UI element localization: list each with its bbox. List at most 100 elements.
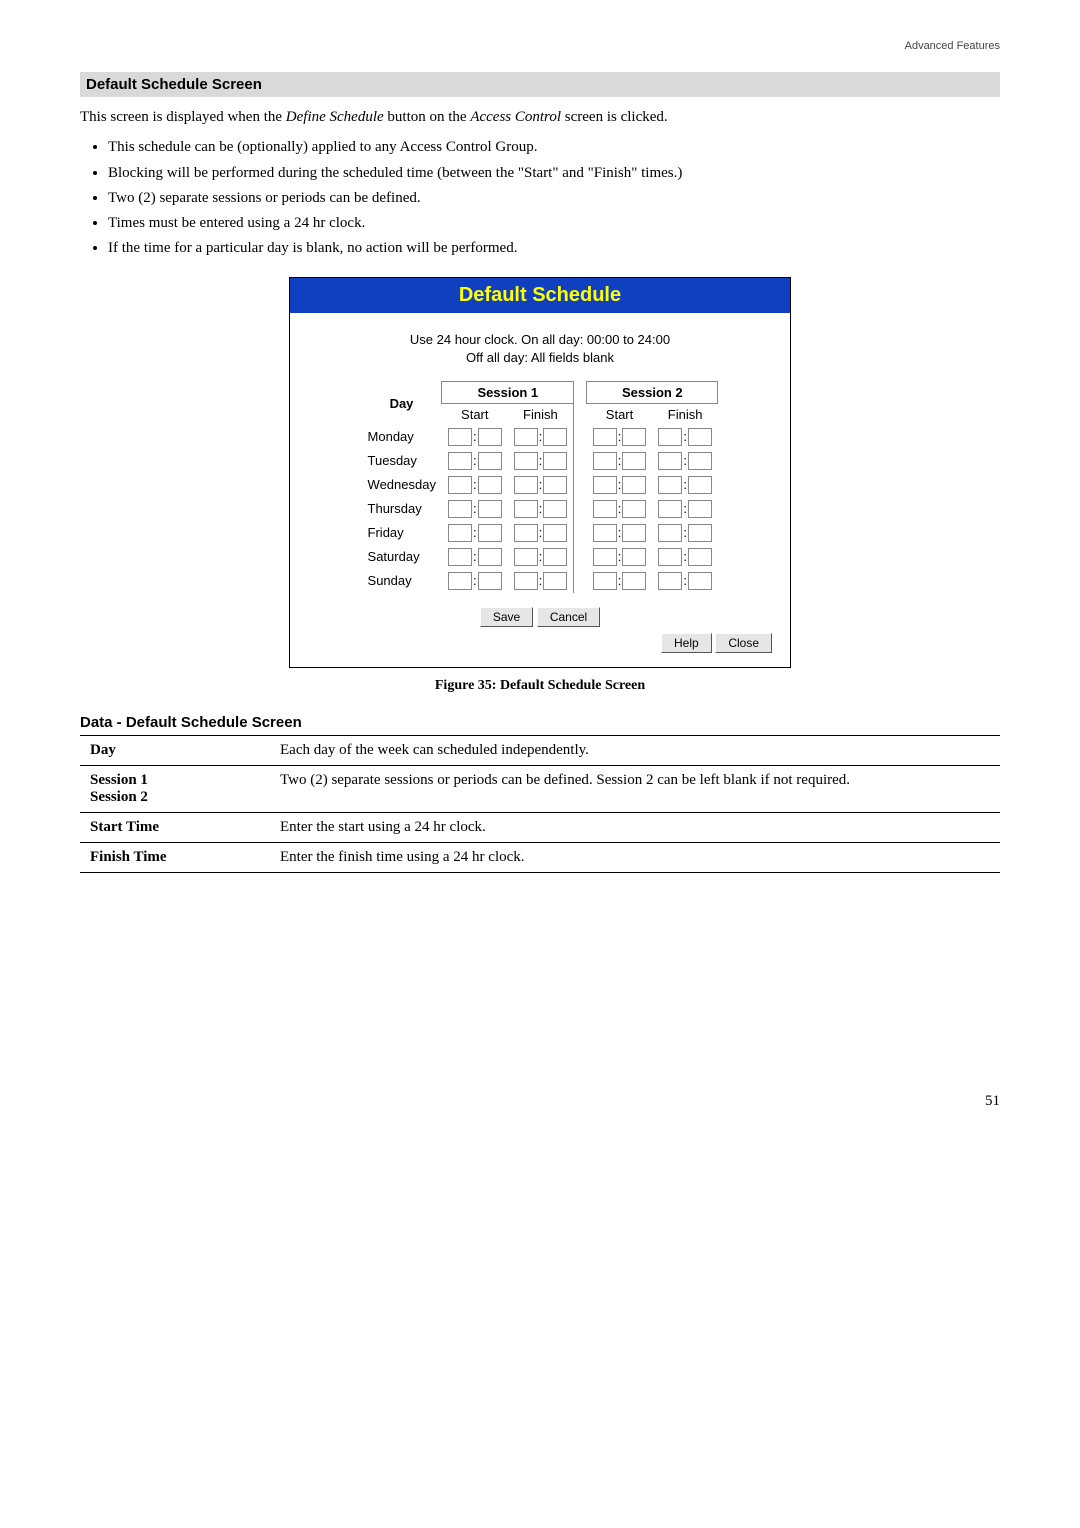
time-input[interactable] [514, 452, 538, 470]
time-input[interactable] [622, 476, 646, 494]
close-button[interactable]: Close [715, 633, 772, 653]
time-input[interactable] [448, 500, 472, 518]
time-input[interactable] [593, 548, 617, 566]
session-divider [574, 473, 587, 497]
time-input[interactable] [448, 548, 472, 566]
day-cell: Tuesday [362, 449, 442, 473]
time-input[interactable] [688, 428, 712, 446]
time-input[interactable] [478, 524, 502, 542]
colon: : [539, 573, 543, 588]
time-input[interactable] [448, 572, 472, 590]
table-row: Tuesday : : : : [362, 449, 718, 473]
time-input[interactable] [622, 452, 646, 470]
time-input[interactable] [593, 500, 617, 518]
time-input[interactable] [448, 452, 472, 470]
day-cell: Saturday [362, 545, 442, 569]
time-input[interactable] [593, 572, 617, 590]
time-input[interactable] [478, 572, 502, 590]
time-input[interactable] [622, 548, 646, 566]
colon: : [473, 477, 477, 492]
session2-header: Session 2 [587, 381, 718, 403]
session-divider [574, 497, 587, 521]
time-input[interactable] [593, 476, 617, 494]
time-input[interactable] [688, 452, 712, 470]
time-cell: : [587, 521, 653, 545]
session1-header: Session 1 [442, 381, 574, 403]
time-cell: : [442, 449, 508, 473]
time-cell: : [442, 497, 508, 521]
time-input[interactable] [514, 524, 538, 542]
time-input[interactable] [543, 428, 567, 446]
time-input[interactable] [658, 548, 682, 566]
row-label: Start Time [80, 812, 270, 842]
colon: : [683, 525, 687, 540]
time-input[interactable] [593, 452, 617, 470]
time-input[interactable] [658, 572, 682, 590]
time-cell: : [442, 473, 508, 497]
time-input[interactable] [593, 524, 617, 542]
time-input[interactable] [688, 524, 712, 542]
bullet-item: If the time for a particular day is blan… [108, 238, 1000, 258]
bullet-item: Two (2) separate sessions or periods can… [108, 188, 1000, 208]
time-input[interactable] [514, 548, 538, 566]
table-row: Start Time Enter the start using a 24 hr… [80, 812, 1000, 842]
time-input[interactable] [514, 428, 538, 446]
time-input[interactable] [514, 476, 538, 494]
help-button[interactable]: Help [661, 633, 712, 653]
save-button[interactable]: Save [480, 607, 533, 627]
time-input[interactable] [478, 476, 502, 494]
time-input[interactable] [593, 428, 617, 446]
table-row: Saturday : : : : [362, 545, 718, 569]
time-input[interactable] [478, 452, 502, 470]
header-category: Advanced Features [80, 40, 1000, 52]
table-row: Monday : : : : [362, 425, 718, 449]
time-cell: : [442, 545, 508, 569]
time-input[interactable] [658, 500, 682, 518]
cancel-button[interactable]: Cancel [537, 607, 600, 627]
time-input[interactable] [622, 500, 646, 518]
intro-paragraph: This screen is displayed when the Define… [80, 107, 1000, 127]
time-input[interactable] [688, 500, 712, 518]
time-input[interactable] [543, 500, 567, 518]
time-input[interactable] [658, 428, 682, 446]
time-cell: : [442, 425, 508, 449]
session-divider [574, 425, 587, 449]
time-cell: : [652, 521, 718, 545]
data-description-table: Day Each day of the week can scheduled i… [80, 735, 1000, 873]
time-input[interactable] [658, 524, 682, 542]
time-input[interactable] [658, 476, 682, 494]
table-row: Day Each day of the week can scheduled i… [80, 735, 1000, 765]
time-input[interactable] [622, 428, 646, 446]
section-heading: Default Schedule Screen [80, 72, 1000, 97]
time-input[interactable] [448, 524, 472, 542]
time-input[interactable] [478, 500, 502, 518]
time-input[interactable] [622, 572, 646, 590]
time-input[interactable] [543, 548, 567, 566]
time-input[interactable] [688, 572, 712, 590]
row-label: Day [80, 735, 270, 765]
time-input[interactable] [688, 476, 712, 494]
time-input[interactable] [622, 524, 646, 542]
table-row: Session 1 Session 2 Two (2) separate ses… [80, 765, 1000, 812]
time-input[interactable] [478, 428, 502, 446]
colon: : [618, 477, 622, 492]
time-input[interactable] [543, 524, 567, 542]
colon: : [539, 477, 543, 492]
colon: : [539, 549, 543, 564]
time-input[interactable] [688, 548, 712, 566]
colon: : [683, 573, 687, 588]
time-input[interactable] [514, 500, 538, 518]
time-input[interactable] [543, 452, 567, 470]
colon: : [473, 525, 477, 540]
table-row: Sunday : : : : [362, 569, 718, 593]
time-input[interactable] [543, 572, 567, 590]
colon: : [473, 453, 477, 468]
time-input[interactable] [658, 452, 682, 470]
time-input[interactable] [448, 428, 472, 446]
time-input[interactable] [478, 548, 502, 566]
figure-caption: Figure 35: Default Schedule Screen [80, 678, 1000, 694]
time-input[interactable] [448, 476, 472, 494]
time-input[interactable] [543, 476, 567, 494]
colon: : [473, 549, 477, 564]
time-input[interactable] [514, 572, 538, 590]
